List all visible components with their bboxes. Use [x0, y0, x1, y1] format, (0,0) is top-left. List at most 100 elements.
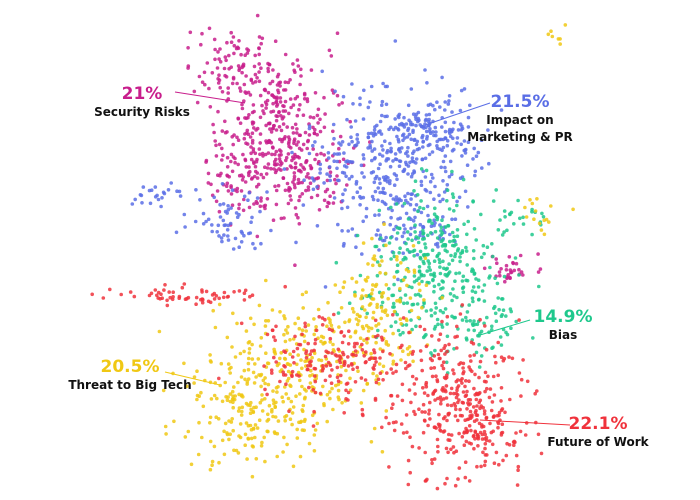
dot	[431, 278, 435, 283]
dot	[330, 88, 335, 92]
dot	[233, 355, 238, 359]
dot	[215, 189, 220, 193]
dot	[251, 120, 256, 125]
dot	[399, 261, 403, 265]
dot	[337, 178, 341, 183]
dot	[420, 279, 424, 284]
dot	[308, 360, 312, 365]
dot	[441, 360, 446, 365]
dot	[447, 99, 451, 103]
dot	[468, 319, 473, 323]
dot	[458, 176, 463, 180]
dot	[484, 435, 489, 440]
dot	[148, 201, 153, 206]
dot	[265, 166, 270, 170]
dot	[218, 60, 223, 64]
dot	[319, 358, 324, 363]
dot	[487, 161, 491, 166]
dot	[418, 349, 423, 353]
dot	[244, 421, 249, 425]
dot	[361, 413, 365, 418]
dot	[279, 114, 283, 118]
dot	[277, 125, 282, 129]
dot	[444, 384, 449, 388]
dot	[336, 222, 340, 227]
dot	[455, 295, 459, 300]
dot	[130, 202, 135, 206]
dot	[303, 359, 307, 364]
dot	[373, 244, 378, 249]
dot	[378, 190, 382, 195]
dot	[436, 396, 440, 401]
dot	[427, 265, 431, 269]
dot	[302, 97, 307, 101]
dot	[281, 399, 286, 404]
dot	[409, 174, 414, 179]
dot	[172, 419, 176, 424]
dot	[246, 436, 250, 441]
cluster-dots	[130, 39, 504, 289]
dot	[300, 366, 304, 371]
dot	[226, 207, 231, 212]
dot	[326, 300, 330, 305]
dot	[258, 115, 263, 120]
dot	[217, 142, 222, 147]
dot	[308, 181, 313, 185]
dot	[274, 188, 279, 193]
dot	[279, 153, 283, 157]
dot	[409, 318, 413, 322]
dot	[147, 188, 152, 193]
dot	[323, 112, 327, 116]
dot	[153, 288, 158, 292]
dot	[368, 100, 372, 104]
dot	[230, 397, 235, 401]
dot	[283, 284, 288, 289]
dot	[360, 305, 365, 309]
dot	[428, 356, 433, 361]
dot	[508, 397, 512, 402]
dot	[247, 347, 252, 351]
dot	[502, 274, 507, 279]
dot	[381, 186, 386, 191]
dot	[217, 296, 221, 301]
dot	[419, 183, 424, 187]
dot	[277, 157, 282, 161]
dot	[513, 440, 517, 445]
dot	[439, 233, 444, 237]
dot	[239, 321, 244, 326]
dot	[441, 416, 446, 421]
dot	[434, 242, 438, 247]
dot	[394, 202, 399, 206]
dot	[449, 134, 453, 139]
dot	[509, 309, 513, 314]
dot	[392, 275, 397, 279]
dot	[240, 106, 245, 111]
dot	[264, 102, 269, 107]
dot	[331, 201, 336, 205]
dot	[385, 313, 390, 318]
dot	[370, 139, 374, 144]
dot	[449, 447, 453, 452]
dot	[328, 174, 332, 178]
dot	[351, 195, 356, 200]
dot	[342, 411, 347, 415]
dot	[496, 425, 500, 430]
dot	[449, 433, 454, 437]
dot	[477, 342, 481, 347]
dot	[546, 32, 551, 37]
dot	[313, 379, 318, 384]
dot	[513, 256, 518, 260]
dot	[412, 169, 416, 173]
dot	[286, 396, 291, 401]
dot	[354, 317, 359, 321]
dot	[380, 144, 384, 148]
dot	[375, 260, 380, 264]
dot	[364, 206, 369, 211]
dot	[258, 132, 263, 136]
dot	[476, 436, 481, 441]
dot	[470, 267, 475, 272]
dot	[224, 58, 228, 63]
dot	[497, 307, 501, 312]
cluster-dots	[186, 13, 543, 284]
dot	[388, 141, 392, 146]
